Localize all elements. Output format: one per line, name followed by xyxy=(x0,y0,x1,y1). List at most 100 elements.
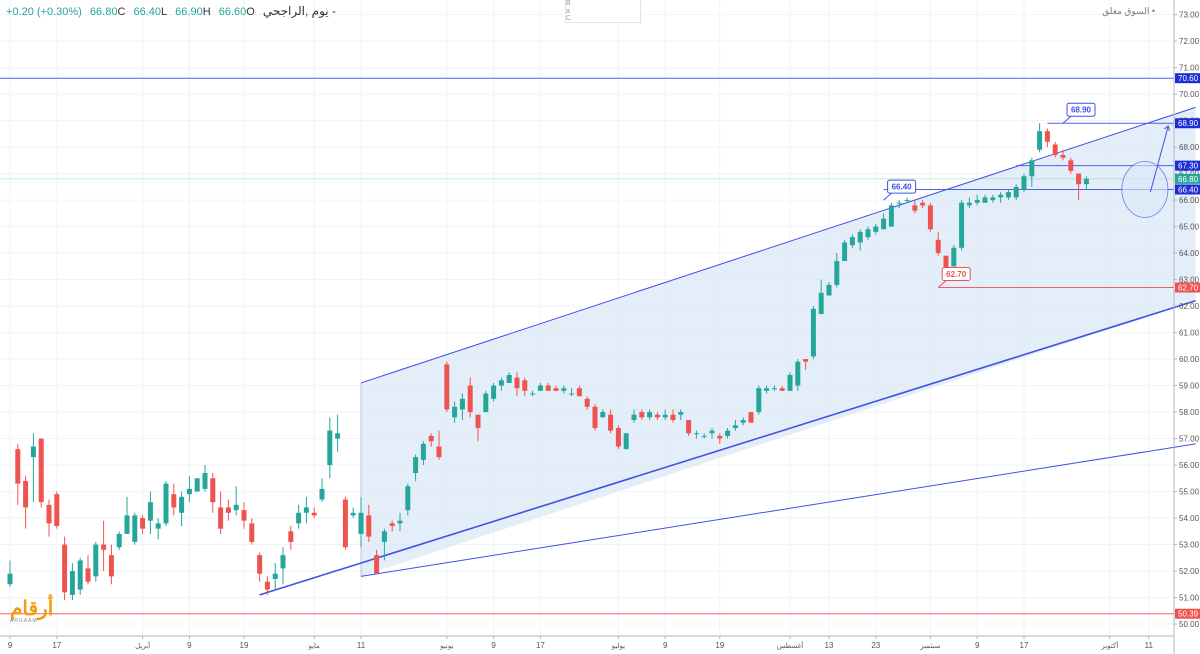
callout-pointer xyxy=(937,280,947,288)
candle-body xyxy=(77,560,83,590)
time-tick-label: 19 xyxy=(240,641,249,650)
mini-label: C xyxy=(566,15,572,22)
candle-body xyxy=(920,202,926,206)
time-tick-label: مايو xyxy=(307,642,320,650)
candle-body xyxy=(280,555,286,569)
callout-box xyxy=(941,267,971,282)
price-tick-label: 51.00 xyxy=(1179,594,1200,603)
candle-body xyxy=(54,494,60,527)
candle-body xyxy=(1052,144,1058,156)
candle-body xyxy=(670,414,676,421)
price-tick-label: 50.00 xyxy=(1179,620,1200,629)
candle-body xyxy=(397,520,403,524)
price-tick-label: 52.00 xyxy=(1179,567,1200,576)
candle-body xyxy=(1037,131,1043,150)
mini-panel[interactable]: B a C xyxy=(565,0,641,23)
price-level-tag-label: 67.30 xyxy=(1178,162,1199,171)
candle-body xyxy=(374,555,380,574)
candle-body xyxy=(452,406,458,418)
close-value: 66.80 xyxy=(89,6,118,18)
time-tick-label: 9 xyxy=(8,641,13,650)
high-value: 66.90 xyxy=(175,6,203,18)
open-value: 66.60 xyxy=(218,6,247,18)
highlight-ellipse xyxy=(1121,161,1169,218)
candle-body xyxy=(990,197,996,201)
candle-body xyxy=(717,435,723,439)
mini-label: B xyxy=(566,0,571,7)
candle-body xyxy=(849,237,855,246)
time-tick-label: 9 xyxy=(975,641,980,650)
candle-body xyxy=(249,523,255,542)
candle-body xyxy=(366,515,372,537)
candle-body xyxy=(116,533,122,548)
price-level-tag xyxy=(1175,608,1200,619)
candle-body xyxy=(732,425,738,428)
candle-body xyxy=(296,512,302,524)
price-tick-label: 68.00 xyxy=(1179,143,1200,152)
candle-body xyxy=(974,200,980,203)
candle-body xyxy=(857,231,863,243)
candle-body xyxy=(257,555,263,574)
candle-body xyxy=(576,388,582,397)
price-level-tag-label: 66.80 xyxy=(1178,175,1199,184)
candle-body xyxy=(904,200,910,202)
candle-body xyxy=(943,255,949,269)
candle-body xyxy=(740,420,746,423)
candle-body xyxy=(498,380,504,386)
callout-box xyxy=(887,179,917,194)
candle-body xyxy=(1013,186,1019,198)
candle-body xyxy=(615,427,621,447)
candle-body xyxy=(327,430,333,466)
callout-pointer xyxy=(883,192,892,201)
time-tick-label: أبريل xyxy=(135,640,150,650)
candle-body xyxy=(491,385,497,399)
candles[interactable] xyxy=(7,123,1089,601)
price-level-tag-label: 70.60 xyxy=(1178,74,1199,83)
candle-body xyxy=(1083,178,1089,185)
candle-body xyxy=(132,515,138,542)
candle-body xyxy=(756,388,762,413)
argaam-logo: أرقام ARGAAM xyxy=(10,599,53,624)
time-axis[interactable]: 9 17 أبريل 9 19 مايو 11 يونيو 9 17 يوليو 9 19 أغسطس 13… xyxy=(0,635,1174,650)
candle-body xyxy=(935,239,941,254)
candle-body xyxy=(210,478,216,503)
price-tick-label: 53.00 xyxy=(1179,541,1200,550)
price-tick-label: 71.00 xyxy=(1179,64,1200,73)
callout-pointer xyxy=(1062,115,1072,124)
candle-body xyxy=(701,435,707,437)
candle-body xyxy=(709,430,715,434)
candle-body xyxy=(569,393,575,395)
candle-body xyxy=(46,504,52,524)
candle-body xyxy=(381,531,387,542)
time-tick-label: 19 xyxy=(715,641,724,650)
candle-body xyxy=(155,523,161,529)
low-label: L xyxy=(160,6,168,18)
candle-body xyxy=(686,420,692,434)
candle-body xyxy=(467,385,473,413)
candle-body xyxy=(140,518,146,529)
price-tick-label: 65.00 xyxy=(1179,223,1200,232)
time-tick-label: يونيو xyxy=(439,643,453,650)
candle-body xyxy=(475,414,481,428)
candle-body xyxy=(124,515,130,534)
candle-body xyxy=(405,486,411,511)
price-axis[interactable]: 50.00 51.00 52.00 53.00 54.00 55.00 56.00 57.00… xyxy=(1173,0,1200,654)
candle-body xyxy=(7,573,13,585)
candle-body xyxy=(771,388,777,390)
candle-body xyxy=(420,443,426,460)
close-label: C xyxy=(117,6,126,18)
candle-body xyxy=(584,398,590,407)
candle-body xyxy=(873,226,879,232)
time-tick-label: 13 xyxy=(825,641,834,650)
candle-body xyxy=(834,261,840,285)
price-level-tag-label: 68.90 xyxy=(1178,119,1199,128)
candle-body xyxy=(795,361,801,386)
callout-label: 68.90 xyxy=(1071,106,1092,115)
candle-body xyxy=(600,412,606,418)
candle-body xyxy=(561,388,567,391)
candle-body xyxy=(654,414,660,418)
candle-body xyxy=(436,446,442,458)
candle-body xyxy=(514,377,520,389)
callout-box xyxy=(1066,102,1096,117)
